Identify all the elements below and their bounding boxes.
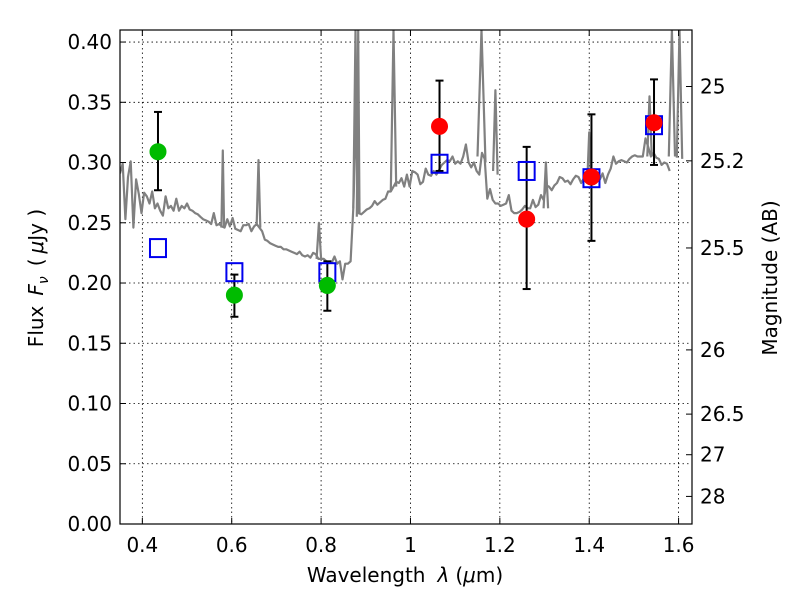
y2-tick-label: 28 xyxy=(700,484,725,508)
x-tick-label: 0.8 xyxy=(305,533,337,557)
spectrum-emission-line xyxy=(667,30,677,157)
spectrum-emission-line xyxy=(255,159,262,228)
y-tick-label: 0.40 xyxy=(67,30,112,54)
model-spectrum-line xyxy=(120,119,671,281)
observed-nir-marker xyxy=(431,117,449,135)
y-tick-label: 0.35 xyxy=(67,90,112,114)
y-tick-label: 0.20 xyxy=(67,271,112,295)
x-tick-label: 0.6 xyxy=(216,533,248,557)
spectrum-emission-line xyxy=(542,161,550,209)
observed-optical-marker xyxy=(149,143,167,161)
y2-axis-label: Magnitude (AB) xyxy=(758,200,782,355)
y-tick-label: 0.05 xyxy=(67,452,112,476)
marker-layer xyxy=(148,114,664,304)
plot-frame xyxy=(119,29,693,525)
y-tick-label: 0.10 xyxy=(67,392,112,416)
model-photometry-marker xyxy=(517,160,536,181)
y2-tick-label: 26.5 xyxy=(700,402,745,426)
model-photometry-marker xyxy=(225,262,244,283)
spectrum-emission-line xyxy=(355,30,361,217)
observed-optical-marker xyxy=(318,276,336,294)
spectrum-emission-line xyxy=(492,89,499,175)
y2-tick-label: 27 xyxy=(700,443,725,467)
y-axis-ticks: 0.00 0.05 0.10 0.15 0.20 0.25 0.30 0.35 0.40 xyxy=(67,30,126,536)
x-tick-label: 1.6 xyxy=(663,533,695,557)
spectrum-emission-line xyxy=(315,221,323,259)
observed-nir-marker xyxy=(518,210,536,228)
y-axis-label: FluxFν(μJy ) xyxy=(24,209,52,347)
y2-tick-label: 26 xyxy=(700,338,725,362)
y2-tick-label: 25 xyxy=(700,75,725,99)
spectrum-emission-line xyxy=(675,30,684,159)
y-tick-label: 0.15 xyxy=(67,331,112,355)
spectrum-emission-line xyxy=(220,149,226,228)
y-tick-label: 0.30 xyxy=(67,151,112,175)
x-tick-label: 1.4 xyxy=(573,533,605,557)
observed-nir-marker xyxy=(645,114,663,132)
model-photometry-marker xyxy=(430,153,449,174)
observed-nir-marker xyxy=(582,168,600,186)
grid xyxy=(120,30,692,525)
spectrum-emission-line xyxy=(586,131,593,182)
y-tick-label: 0.00 xyxy=(67,512,112,536)
y2-tick-label: 25.5 xyxy=(700,236,745,260)
spectrum-emission-line xyxy=(646,95,653,157)
spectrum-emission-line xyxy=(476,30,487,163)
x-tick-label: 1 xyxy=(404,533,417,557)
y2-tick-label: 25.2 xyxy=(700,149,745,173)
spectrum-layer xyxy=(120,30,684,281)
x-axis-label: Wavelength λ (μm) xyxy=(307,563,503,587)
x-tick-label: 0.4 xyxy=(126,533,158,557)
x-tick-label: 1.2 xyxy=(484,533,516,557)
y-tick-label: 0.25 xyxy=(67,211,112,235)
y2-axis-ticks: 25 25.2 25.5 26 26.5 27 28 xyxy=(686,75,745,508)
x-axis-ticks: 0.4 0.6 0.8 1 1.2 1.4 1.6 xyxy=(126,30,695,557)
model-photometry-marker xyxy=(148,238,167,259)
spectrum-emission-line xyxy=(389,30,398,192)
observed-optical-marker xyxy=(225,286,243,304)
